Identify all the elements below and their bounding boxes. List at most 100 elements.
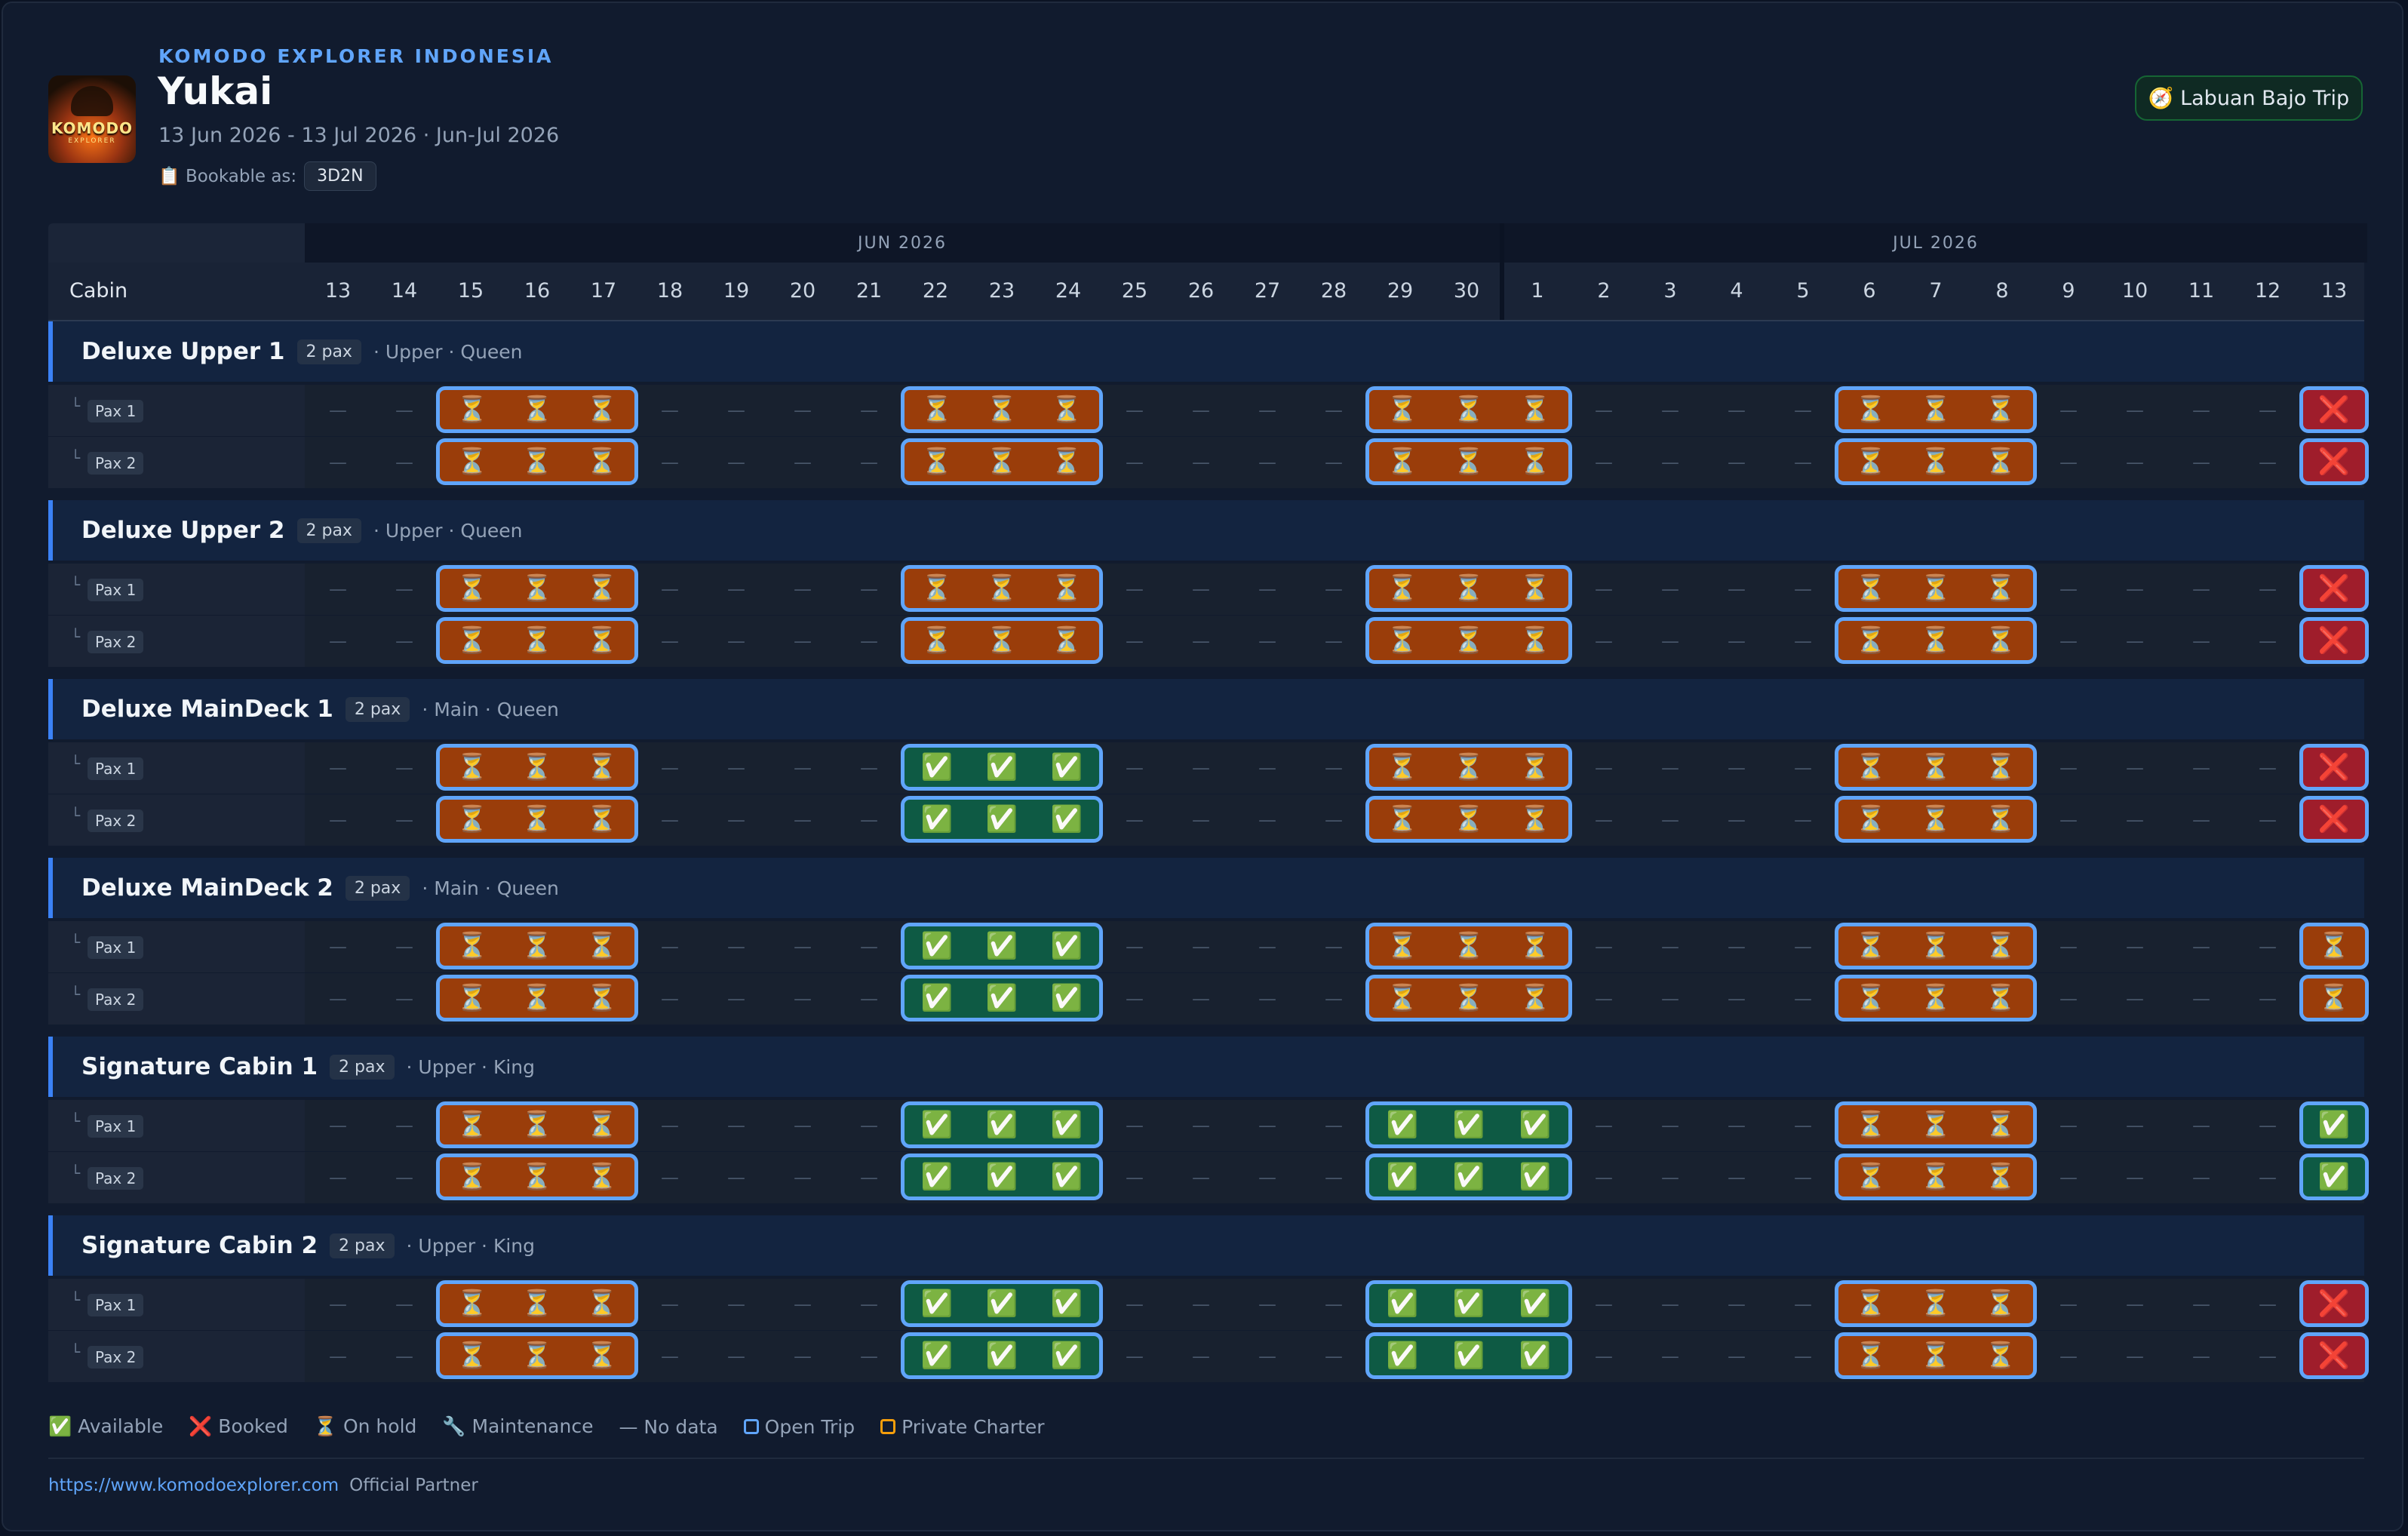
trip-block-booked[interactable]: ❌ bbox=[2299, 1332, 2369, 1379]
pax-label-cell: └ Pax 2 bbox=[48, 1331, 305, 1382]
pax-label-cell: └ Pax 1 bbox=[48, 921, 305, 972]
trip-block-hold[interactable]: ⏳ ⏳ ⏳ bbox=[436, 923, 638, 969]
trip-block-hold[interactable]: ⏳ ⏳ ⏳ bbox=[1365, 975, 1572, 1021]
trip-block-avail[interactable]: ✅ ✅ ✅ bbox=[1365, 1154, 1572, 1200]
trip-block-booked[interactable]: ❌ bbox=[2299, 796, 2369, 843]
cabin-row: Deluxe Upper 2 2 pax · Upper · Queen bbox=[48, 500, 2364, 561]
trip-block-avail[interactable]: ✅ ✅ ✅ bbox=[901, 796, 1103, 843]
trip-block-booked[interactable]: ❌ bbox=[2299, 386, 2369, 433]
labuan-bajo-trip-button[interactable]: 🧭 Labuan Bajo Trip bbox=[2135, 75, 2363, 121]
day-header: 3 bbox=[1663, 279, 1677, 303]
pax-row: └ Pax 1 — — — — — — — — — — — — — — — — — — ⏳ ⏳ ⏳ ✅ ✅ ✅ ⏳ ⏳ ⏳ ⏳ ⏳ ⏳ ⏳ bbox=[48, 921, 2369, 972]
trip-block-hold[interactable]: ⏳ bbox=[2299, 975, 2369, 1021]
trip-block-avail[interactable]: ✅ ✅ ✅ bbox=[901, 1332, 1103, 1379]
avail-icon: ✅ bbox=[1519, 1110, 1552, 1140]
no-data-cell: — bbox=[2259, 400, 2277, 421]
trip-block-hold[interactable]: ⏳ ⏳ ⏳ bbox=[1365, 438, 1572, 485]
no-data-cell: — bbox=[661, 452, 679, 473]
trip-block-avail[interactable]: ✅ ✅ ✅ bbox=[901, 975, 1103, 1021]
hold-icon: ⏳ bbox=[456, 1341, 489, 1371]
trip-block-hold[interactable]: ⏳ ⏳ ⏳ bbox=[436, 386, 638, 433]
trip-block-hold[interactable]: ⏳ ⏳ ⏳ bbox=[1835, 438, 2037, 485]
no-data-cell: — bbox=[661, 1294, 679, 1315]
no-data-cell: — bbox=[727, 1115, 745, 1136]
trip-block-avail[interactable]: ✅ ✅ ✅ bbox=[901, 1154, 1103, 1200]
hold-icon: ⏳ bbox=[521, 1162, 554, 1192]
no-data-cell: — bbox=[1325, 936, 1343, 957]
no-data-cell: — bbox=[727, 400, 745, 421]
day-header: 29 bbox=[1387, 279, 1414, 303]
trip-block-avail[interactable]: ✅ ✅ ✅ bbox=[1365, 1101, 1572, 1148]
trip-block-hold[interactable]: ⏳ ⏳ ⏳ bbox=[436, 438, 638, 485]
no-data-cell: — bbox=[2059, 1294, 2078, 1315]
trip-block-avail[interactable]: ✅ ✅ ✅ bbox=[901, 1280, 1103, 1327]
trip-block-hold[interactable]: ⏳ ⏳ ⏳ bbox=[1365, 744, 1572, 791]
no-data-cell: — bbox=[2259, 809, 2277, 831]
trip-block-hold[interactable]: ⏳ bbox=[2299, 923, 2369, 969]
no-data-cell: — bbox=[1192, 452, 1210, 473]
trip-block-hold[interactable]: ⏳ ⏳ ⏳ bbox=[436, 1332, 638, 1379]
trip-block-hold[interactable]: ⏳ ⏳ ⏳ bbox=[436, 1101, 638, 1148]
trip-block-hold[interactable]: ⏳ ⏳ ⏳ bbox=[1835, 1332, 2037, 1379]
no-data-cell: — bbox=[1258, 579, 1276, 600]
trip-block-hold[interactable]: ⏳ ⏳ ⏳ bbox=[1365, 796, 1572, 843]
trip-block-hold[interactable]: ⏳ ⏳ ⏳ bbox=[1835, 565, 2037, 612]
trip-block-booked[interactable]: ❌ bbox=[2299, 438, 2369, 485]
website-link[interactable]: https://www.komodoexplorer.com bbox=[48, 1476, 339, 1495]
trip-block-hold[interactable]: ⏳ ⏳ ⏳ bbox=[901, 565, 1103, 612]
trip-block-hold[interactable]: ⏳ ⏳ ⏳ bbox=[1365, 565, 1572, 612]
month-divider bbox=[1500, 223, 1504, 320]
cabin-meta: · Main · Queen bbox=[422, 877, 559, 899]
trip-block-avail[interactable]: ✅ ✅ ✅ bbox=[901, 744, 1103, 791]
no-data-cell: — bbox=[1258, 400, 1276, 421]
hold-icon: ⏳ bbox=[521, 752, 554, 782]
no-data-cell: — bbox=[2259, 988, 2277, 1009]
trip-block-avail[interactable]: ✅ ✅ ✅ bbox=[901, 1101, 1103, 1148]
trip-block-avail[interactable]: ✅ bbox=[2299, 1101, 2369, 1148]
trip-block-hold[interactable]: ⏳ ⏳ ⏳ bbox=[1835, 617, 2037, 664]
trip-block-hold[interactable]: ⏳ ⏳ ⏳ bbox=[1835, 796, 2037, 843]
trip-block-hold[interactable]: ⏳ ⏳ ⏳ bbox=[436, 617, 638, 664]
no-data-cell: — bbox=[794, 936, 812, 957]
trip-block-hold[interactable]: ⏳ ⏳ ⏳ bbox=[436, 796, 638, 843]
trip-block-hold[interactable]: ⏳ ⏳ ⏳ bbox=[1835, 386, 2037, 433]
pax-row: └ Pax 2 — — — — — — — — — — — — — — — — — — ⏳ ⏳ ⏳ ✅ ✅ ✅ ✅ ✅ ✅ ⏳ ⏳ ⏳ ✅ bbox=[48, 1152, 2369, 1203]
trip-block-hold[interactable]: ⏳ ⏳ ⏳ bbox=[1365, 923, 1572, 969]
trip-block-hold[interactable]: ⏳ ⏳ ⏳ bbox=[901, 386, 1103, 433]
trip-block-hold[interactable]: ⏳ ⏳ ⏳ bbox=[436, 1154, 638, 1200]
trip-block-booked[interactable]: ❌ bbox=[2299, 565, 2369, 612]
tree-branch-icon: └ bbox=[71, 933, 81, 951]
trip-block-booked[interactable]: ❌ bbox=[2299, 1280, 2369, 1327]
month-header-blank bbox=[48, 223, 305, 263]
no-data-cell: — bbox=[1661, 400, 1679, 421]
trip-block-hold[interactable]: ⏳ ⏳ ⏳ bbox=[1365, 617, 1572, 664]
no-data-cell: — bbox=[2059, 400, 2078, 421]
hold-icon: ⏳ bbox=[920, 625, 954, 656]
trip-block-avail[interactable]: ✅ bbox=[2299, 1154, 2369, 1200]
trip-block-booked[interactable]: ❌ bbox=[2299, 617, 2369, 664]
trip-block-booked[interactable]: ❌ bbox=[2299, 744, 2369, 791]
no-data-cell: — bbox=[1794, 1115, 1812, 1136]
tree-branch-icon: └ bbox=[71, 1164, 81, 1182]
no-data-cell: — bbox=[2059, 452, 2078, 473]
trip-block-hold[interactable]: ⏳ ⏳ ⏳ bbox=[1835, 1154, 2037, 1200]
trip-block-hold[interactable]: ⏳ ⏳ ⏳ bbox=[436, 975, 638, 1021]
trip-block-avail[interactable]: ✅ ✅ ✅ bbox=[1365, 1332, 1572, 1379]
trip-block-avail[interactable]: ✅ ✅ ✅ bbox=[1365, 1280, 1572, 1327]
trip-block-hold[interactable]: ⏳ ⏳ ⏳ bbox=[1835, 975, 2037, 1021]
no-data-cell: — bbox=[1794, 1167, 1812, 1188]
avail-icon: ✅ bbox=[1050, 983, 1083, 1013]
trip-block-hold[interactable]: ⏳ ⏳ ⏳ bbox=[901, 438, 1103, 485]
trip-block-hold[interactable]: ⏳ ⏳ ⏳ bbox=[436, 744, 638, 791]
trip-block-hold[interactable]: ⏳ ⏳ ⏳ bbox=[1365, 386, 1572, 433]
trip-block-avail[interactable]: ✅ ✅ ✅ bbox=[901, 923, 1103, 969]
trip-block-hold[interactable]: ⏳ ⏳ ⏳ bbox=[436, 565, 638, 612]
trip-block-hold[interactable]: ⏳ ⏳ ⏳ bbox=[1835, 1101, 2037, 1148]
trip-block-hold[interactable]: ⏳ ⏳ ⏳ bbox=[436, 1280, 638, 1327]
trip-block-hold[interactable]: ⏳ ⏳ ⏳ bbox=[1835, 923, 2037, 969]
trip-block-hold[interactable]: ⏳ ⏳ ⏳ bbox=[1835, 1280, 2037, 1327]
pax-label: Pax 1 bbox=[88, 579, 144, 601]
no-data-cell: — bbox=[794, 579, 812, 600]
trip-block-hold[interactable]: ⏳ ⏳ ⏳ bbox=[1835, 744, 2037, 791]
trip-block-hold[interactable]: ⏳ ⏳ ⏳ bbox=[901, 617, 1103, 664]
